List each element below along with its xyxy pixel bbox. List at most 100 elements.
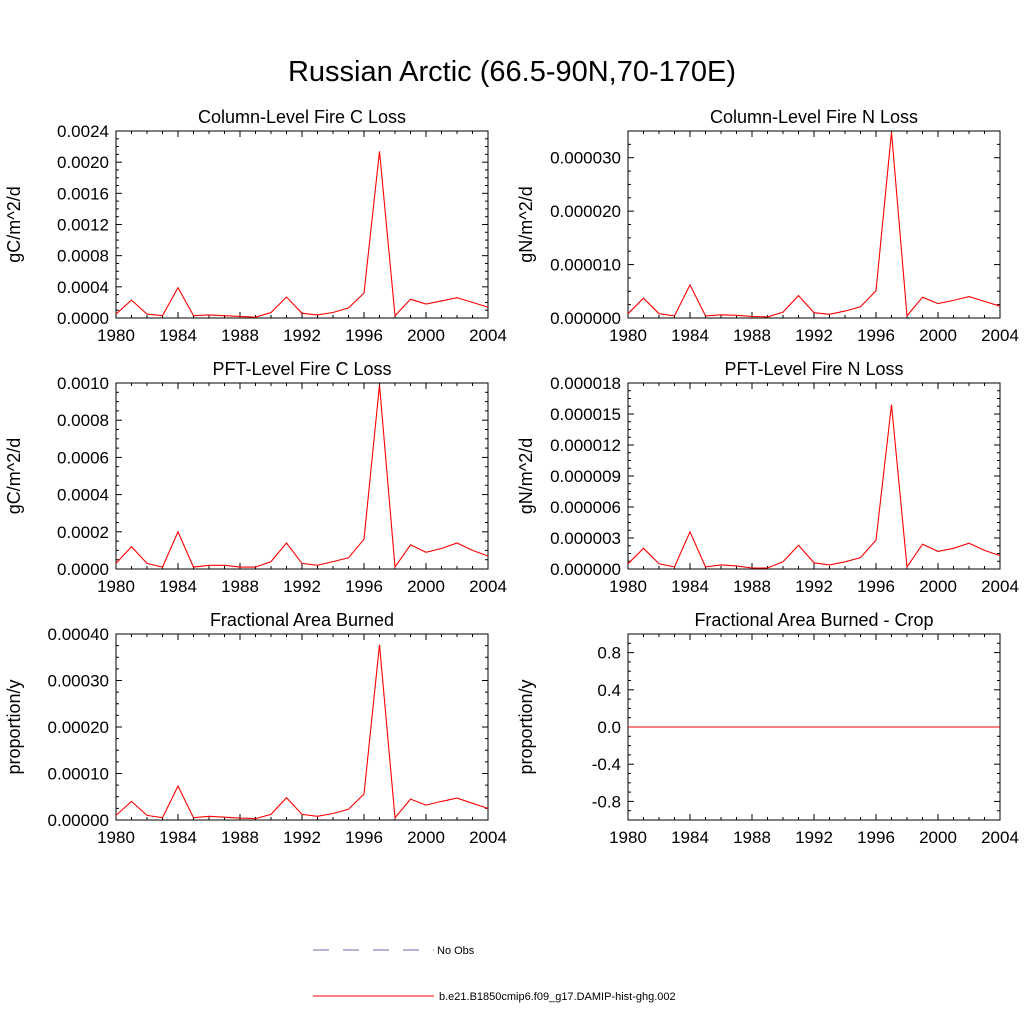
x-tick-label: 1984 [159,828,197,847]
x-tick-label: 1988 [221,828,259,847]
y-tick-label: 0.00040 [48,625,109,644]
x-tick-label: 2004 [469,577,507,596]
x-tick-label: 1992 [283,828,321,847]
y-tick-label: 0.0008 [57,247,109,266]
y-tick-label: 0.4 [597,681,621,700]
plot-frame [115,382,489,570]
x-tick-label: 1996 [345,577,383,596]
series-line-1 [115,384,489,569]
series-line-1 [627,132,1001,318]
chart-panel-4: PFT-Level Fire N Loss gN/m^2/d 1980 1984 198… [516,359,1019,596]
y-tick-label: 0.0024 [57,122,109,141]
y-tick-label: 0.00020 [48,718,109,737]
chart-panel-3: PFT-Level Fire C Loss gC/m^2/d 1980 1984 198… [4,359,507,596]
x-tick-label: 1988 [733,577,771,596]
y-axis-label: gN/m^2/d [516,186,536,262]
y-tick-label: 0.000018 [550,374,621,393]
panel-title: PFT-Level Fire C Loss [212,359,391,379]
y-tick-label: 0.0020 [57,153,109,172]
x-tick-label: 1992 [795,577,833,596]
y-tick-label: -0.8 [592,792,621,811]
y-tick-label: -0.4 [592,755,621,774]
x-tick-label: 2000 [407,577,445,596]
y-tick-label: 0.000012 [550,436,621,455]
x-tick-label: 1980 [97,828,135,847]
x-tick-label: 1980 [609,828,647,847]
y-tick-label: 0.0000 [57,309,109,328]
x-tick-label: 1988 [221,577,259,596]
chart-panel-5: Fractional Area Burned proportion/y 1980 19… [4,610,507,847]
x-tick-label: 2000 [919,577,957,596]
x-tick-label: 2004 [981,828,1019,847]
x-tick-label: 2000 [919,326,957,345]
x-tick-label: 2000 [407,326,445,345]
y-tick-label: 0.000030 [550,149,621,168]
y-tick-label: 0.00010 [48,765,109,784]
y-tick-label: 0.0002 [57,523,109,542]
x-tick-label: 2000 [919,828,957,847]
y-tick-label: 0.000020 [550,202,621,221]
x-tick-label: 2004 [469,828,507,847]
x-tick-label: 2004 [469,326,507,345]
y-axis-label: gN/m^2/d [516,438,536,514]
panel-title: Fractional Area Burned - Crop [694,610,933,630]
x-tick-label: 1984 [671,828,709,847]
x-tick-label: 1992 [795,326,833,345]
x-tick-label: 1992 [283,326,321,345]
y-tick-label: 0.000003 [550,529,621,548]
y-tick-label: 0.0000 [57,560,109,579]
x-tick-label: 1984 [671,577,709,596]
legend-label-obs: No Obs [437,945,475,957]
y-axis-label: gC/m^2/d [4,438,24,514]
x-tick-label: 2000 [407,828,445,847]
y-tick-label: 0.000009 [550,467,621,486]
x-tick-label: 1996 [345,828,383,847]
panel-title: Fractional Area Burned [210,610,394,630]
chart-panel-1: Column-Level Fire C Loss gC/m^2/d 1980 1984… [4,107,507,345]
x-tick-label: 2004 [981,577,1019,596]
panel-title: PFT-Level Fire N Loss [724,359,903,379]
x-tick-label: 1980 [97,326,135,345]
x-tick-label: 1992 [283,577,321,596]
x-tick-label: 1984 [159,326,197,345]
y-tick-label: 0.0010 [57,374,109,393]
chart-panel-2: Column-Level Fire N Loss gN/m^2/d 1980 1984… [516,107,1019,345]
y-tick-label: 0.00000 [48,811,109,830]
y-tick-label: 0.000015 [550,405,621,424]
legend: No Obs b.e21.B1850cmip6.f09_g17.DAMIP-his… [313,945,676,1003]
x-tick-label: 1988 [733,326,771,345]
x-tick-label: 1996 [345,326,383,345]
x-tick-label: 1980 [609,326,647,345]
plot-frame [115,633,489,821]
y-tick-label: 0.8 [597,644,621,663]
y-tick-label: 0.000010 [550,256,621,275]
plot-frame [627,382,1001,570]
y-tick-label: 0.000000 [550,309,621,328]
x-tick-label: 1992 [795,828,833,847]
x-tick-label: 1984 [159,577,197,596]
x-tick-label: 1980 [609,577,647,596]
y-tick-label: 0.00030 [48,672,109,691]
x-tick-label: 2004 [981,326,1019,345]
x-tick-label: 1980 [97,577,135,596]
y-tick-label: 0.0006 [57,448,109,467]
x-tick-label: 1996 [857,577,895,596]
y-tick-label: 0.000006 [550,498,621,517]
x-tick-label: 1984 [671,326,709,345]
y-tick-label: 0.0016 [57,184,109,203]
x-tick-label: 1988 [221,326,259,345]
y-tick-label: 0.0008 [57,411,109,430]
series-line-1 [627,404,1001,569]
y-tick-label: 0.0 [597,718,621,737]
x-tick-label: 1996 [857,326,895,345]
plot-frame [115,130,489,319]
y-tick-label: 0.000000 [550,560,621,579]
x-tick-label: 1988 [733,828,771,847]
figure-title: Russian Arctic (66.5-90N,70-170E) [287,56,737,88]
series-line-1 [115,151,489,318]
panel-title: Column-Level Fire C Loss [198,107,406,127]
y-axis-label: proportion/y [4,679,24,774]
y-axis-label: gC/m^2/d [4,186,24,262]
y-tick-label: 0.0004 [57,278,109,297]
